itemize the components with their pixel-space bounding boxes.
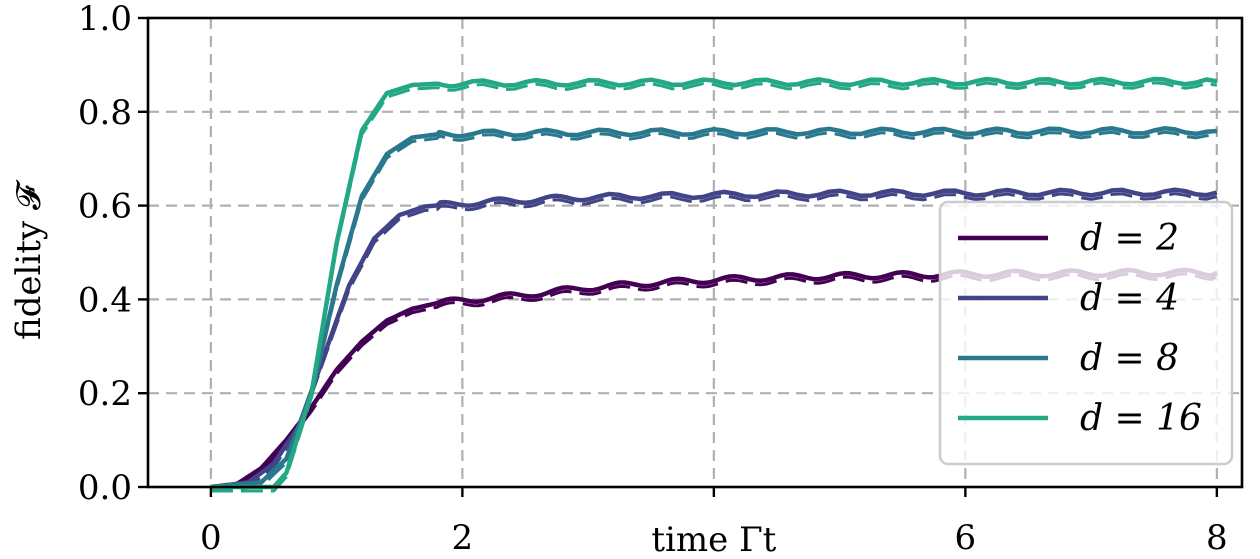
legend-label: d = 4 <box>1080 278 1179 319</box>
series-line-dashed <box>210 81 1218 493</box>
legend-box <box>938 200 1234 466</box>
legend-label: d = 16 <box>1080 398 1202 439</box>
series-lines <box>210 76 1218 493</box>
x-axis-label: time Γt <box>651 520 776 559</box>
y-tick-label: 0.2 <box>78 374 132 414</box>
y-axis-label: fidelity 𝓕 <box>9 179 49 340</box>
legend-label: d = 8 <box>1080 338 1179 379</box>
y-tick-label: 0.4 <box>78 280 132 320</box>
y-tick-label: 0.6 <box>78 187 132 227</box>
legend-label: d = 2 <box>1080 218 1179 259</box>
legend: d = 2 d = 4 d = 8 d = 16 <box>938 200 1234 466</box>
x-tick-label: 6 <box>955 518 977 558</box>
y-tick-label: 0.8 <box>78 93 132 133</box>
x-tick-label: 0 <box>200 518 222 558</box>
y-tick-label: 1.0 <box>78 0 132 39</box>
axis-ticks: 0 2 6 8 0.0 0.2 0.4 0.6 0.8 1.0 <box>78 0 1228 558</box>
x-tick-label: 2 <box>452 518 474 558</box>
series-line <box>210 187 1218 490</box>
y-tick-label: 0.0 <box>78 468 132 508</box>
x-tick-label: 8 <box>1206 518 1228 558</box>
plot-frame <box>146 16 1244 489</box>
